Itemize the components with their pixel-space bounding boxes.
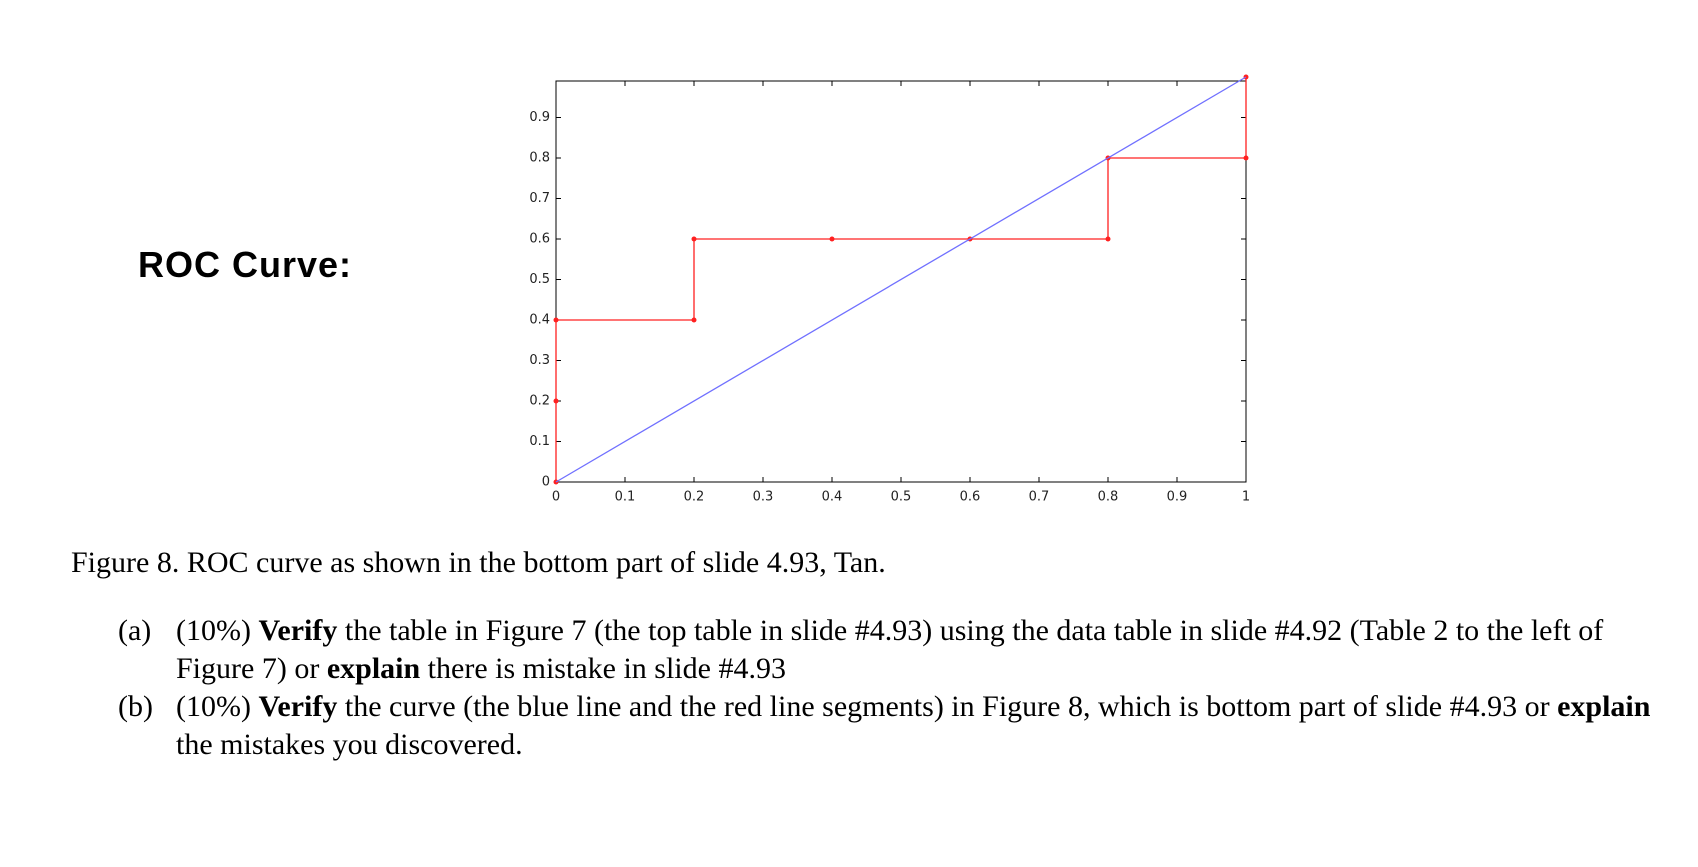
question-item: (a) (10%) Verify the table in Figure 7 (t… (118, 612, 1678, 688)
y-tick-label: 0.5 (529, 272, 550, 287)
text-run: there is mistake in slide #4.93 (420, 652, 786, 685)
bold-text: explain (326, 652, 421, 685)
x-tick-label: 0.7 (1029, 490, 1050, 505)
text-run: (10%) (176, 690, 259, 723)
y-tick-label: 0.1 (529, 434, 550, 449)
y-tick-label: 0.4 (529, 313, 550, 328)
y-tick-label: 0.6 (529, 232, 550, 247)
y-tick-label: 0.2 (529, 394, 550, 409)
text-run: the curve (the blue line and the red lin… (337, 690, 1558, 723)
x-tick-label: 0.6 (960, 490, 981, 505)
bold-text: explain (1557, 690, 1651, 723)
question-item: (b) (10%) Verify the curve (the blue line… (118, 688, 1678, 764)
x-tick-label: 0.3 (753, 490, 774, 505)
x-tick-label: 0.5 (891, 490, 912, 505)
y-tick-label: 0 (542, 475, 550, 490)
bold-text: Verify (258, 690, 338, 723)
roc-title: ROC Curve: (138, 244, 353, 285)
point (553, 317, 559, 323)
y-tick-label: 0.8 (529, 151, 550, 166)
item-label: (a) (118, 614, 152, 647)
text-run: the table in Figure 7 (the top table in … (176, 614, 1611, 685)
question-list: (a) (10%) Verify the table in Figure 7 (t… (118, 612, 1678, 764)
roc-chart: 0 0.1 0.2 0.3 0.4 0.5 0.6 0.7 0.8 0.9 1 0 0.1 0.2 0.3 0… (529, 74, 1250, 505)
point (691, 317, 697, 323)
item-text: (10%) Verify the curve (the blue line an… (176, 688, 1678, 764)
y-tick-label: 0.9 (529, 110, 550, 125)
x-tick-label: 0.4 (822, 490, 843, 505)
text-run: the mistakes you discovered. (176, 690, 1658, 761)
item-text: (10%) Verify the table in Figure 7 (the … (176, 612, 1678, 688)
figure-caption: Figure 8. ROC curve as shown in the bott… (71, 546, 886, 579)
x-tick-label: 0 (552, 490, 560, 505)
x-tick-label: 0.2 (684, 490, 705, 505)
roc-line (555, 76, 1247, 483)
text-run: (10%) (176, 614, 259, 647)
x-tick-label: 0.9 (1167, 490, 1188, 505)
point (829, 236, 835, 242)
point (553, 398, 559, 404)
point (1243, 155, 1249, 161)
point (691, 236, 697, 242)
bold-text: Verify (258, 614, 338, 647)
y-tick-label: 0.7 (529, 191, 550, 206)
point (1105, 236, 1111, 242)
x-tick-label: 0.1 (615, 490, 636, 505)
x-tick-label: 0.8 (1098, 490, 1119, 505)
y-tick-label: 0.3 (529, 353, 550, 368)
x-tick-label: 1 (1242, 490, 1250, 505)
item-label: (b) (118, 690, 153, 723)
